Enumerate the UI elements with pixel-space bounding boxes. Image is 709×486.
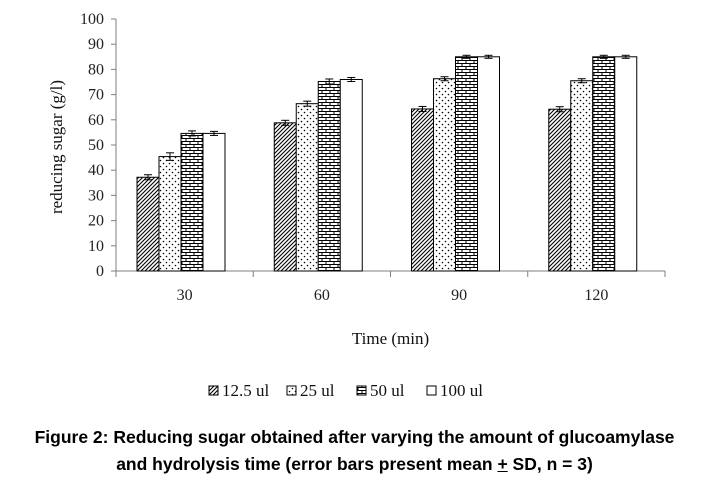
legend-swatch bbox=[208, 385, 219, 396]
y-axis-title: reducing sugar (g/l) bbox=[47, 80, 66, 214]
bar-12.5-ul-120 bbox=[548, 108, 572, 272]
legend-label: 100 ul bbox=[440, 381, 483, 400]
bar-50-ul-90 bbox=[455, 56, 478, 272]
bar-25-ul-120 bbox=[570, 80, 594, 272]
bar-100-ul-30 bbox=[202, 132, 226, 272]
bar-100-ul-90 bbox=[477, 56, 500, 272]
legend-item: 100 ul bbox=[426, 381, 483, 400]
y-tick-label: 40 bbox=[88, 162, 104, 179]
plus-minus-sign: + bbox=[497, 454, 508, 474]
error-bar bbox=[303, 100, 312, 107]
bar-50-ul-30 bbox=[180, 132, 204, 272]
y-tick-label: 80 bbox=[88, 61, 104, 78]
caption-line-2-end: SD, n = 3) bbox=[507, 454, 593, 474]
caption-line-2-text: and hydrolysis time (error bars present … bbox=[116, 454, 498, 474]
legend-label: 50 ul bbox=[370, 381, 405, 400]
error-bar bbox=[281, 119, 290, 126]
error-bar bbox=[577, 78, 586, 84]
bars-group bbox=[136, 54, 638, 272]
legend-swatch bbox=[426, 385, 437, 396]
bar-50-ul-120 bbox=[592, 56, 616, 272]
legend-label: 25 ul bbox=[300, 381, 335, 400]
legend-swatch bbox=[286, 385, 297, 396]
bar-12.5-ul-60 bbox=[273, 122, 297, 272]
y-tick-label: 70 bbox=[88, 87, 104, 104]
error-bar bbox=[484, 54, 493, 59]
error-bar bbox=[555, 106, 564, 113]
bar-100-ul-120 bbox=[614, 56, 638, 272]
error-bar bbox=[418, 105, 427, 112]
figure-caption: Figure 2: Reducing sugar obtained after … bbox=[0, 424, 709, 478]
labels-group: 0 10 20 30 40 50 60 70 80 90 100 30 60 90 120 Time (min… bbox=[47, 11, 608, 348]
bar-100-ul-60 bbox=[339, 78, 363, 272]
y-tick-label: 0 bbox=[96, 263, 104, 280]
y-tick-label: 60 bbox=[88, 112, 104, 129]
bar-50-ul-60 bbox=[317, 80, 341, 272]
legend-item: 12.5 ul bbox=[208, 381, 270, 400]
legend-label: 12.5 ul bbox=[222, 381, 270, 400]
legend-item: 50 ul bbox=[356, 381, 405, 400]
caption-line-2: and hydrolysis time (error bars present … bbox=[0, 451, 709, 478]
y-tick-label: 30 bbox=[88, 187, 104, 204]
bar-25-ul-60 bbox=[295, 103, 319, 272]
bar-chart: 0 10 20 30 40 50 60 70 80 90 100 30 60 90 120 Time (min… bbox=[47, 11, 666, 400]
y-tick-label: 50 bbox=[88, 137, 104, 154]
legend: 12.5 ul 25 ul 50 ul 100 ul bbox=[208, 381, 483, 400]
y-tick-label: 10 bbox=[88, 238, 104, 255]
error-bar bbox=[599, 54, 608, 59]
bar-12.5-ul-30 bbox=[136, 176, 160, 272]
y-tick-label: 100 bbox=[80, 11, 104, 28]
legend-item: 25 ul bbox=[286, 381, 335, 400]
error-bar bbox=[621, 54, 630, 59]
error-bar bbox=[188, 130, 196, 137]
error-bar bbox=[325, 78, 334, 85]
bar-25-ul-90 bbox=[433, 78, 456, 272]
x-tick-label: 90 bbox=[451, 287, 467, 304]
bar-25-ul-30 bbox=[158, 156, 182, 272]
x-tick-label: 60 bbox=[314, 287, 330, 304]
legend-swatch bbox=[356, 385, 367, 396]
x-axis-title: Time (min) bbox=[352, 329, 429, 348]
y-tick-label: 90 bbox=[88, 36, 104, 53]
error-bar bbox=[166, 152, 174, 161]
error-bar bbox=[210, 130, 218, 136]
caption-line-1: Figure 2: Reducing sugar obtained after … bbox=[34, 427, 675, 447]
error-bar bbox=[144, 174, 152, 181]
x-tick-label: 30 bbox=[177, 287, 193, 304]
error-bar bbox=[462, 54, 471, 59]
bar-12.5-ul-90 bbox=[411, 108, 434, 272]
error-bar bbox=[440, 76, 449, 82]
x-tick-label: 120 bbox=[584, 287, 608, 304]
error-bar bbox=[347, 76, 356, 82]
y-tick-label: 20 bbox=[88, 213, 104, 230]
